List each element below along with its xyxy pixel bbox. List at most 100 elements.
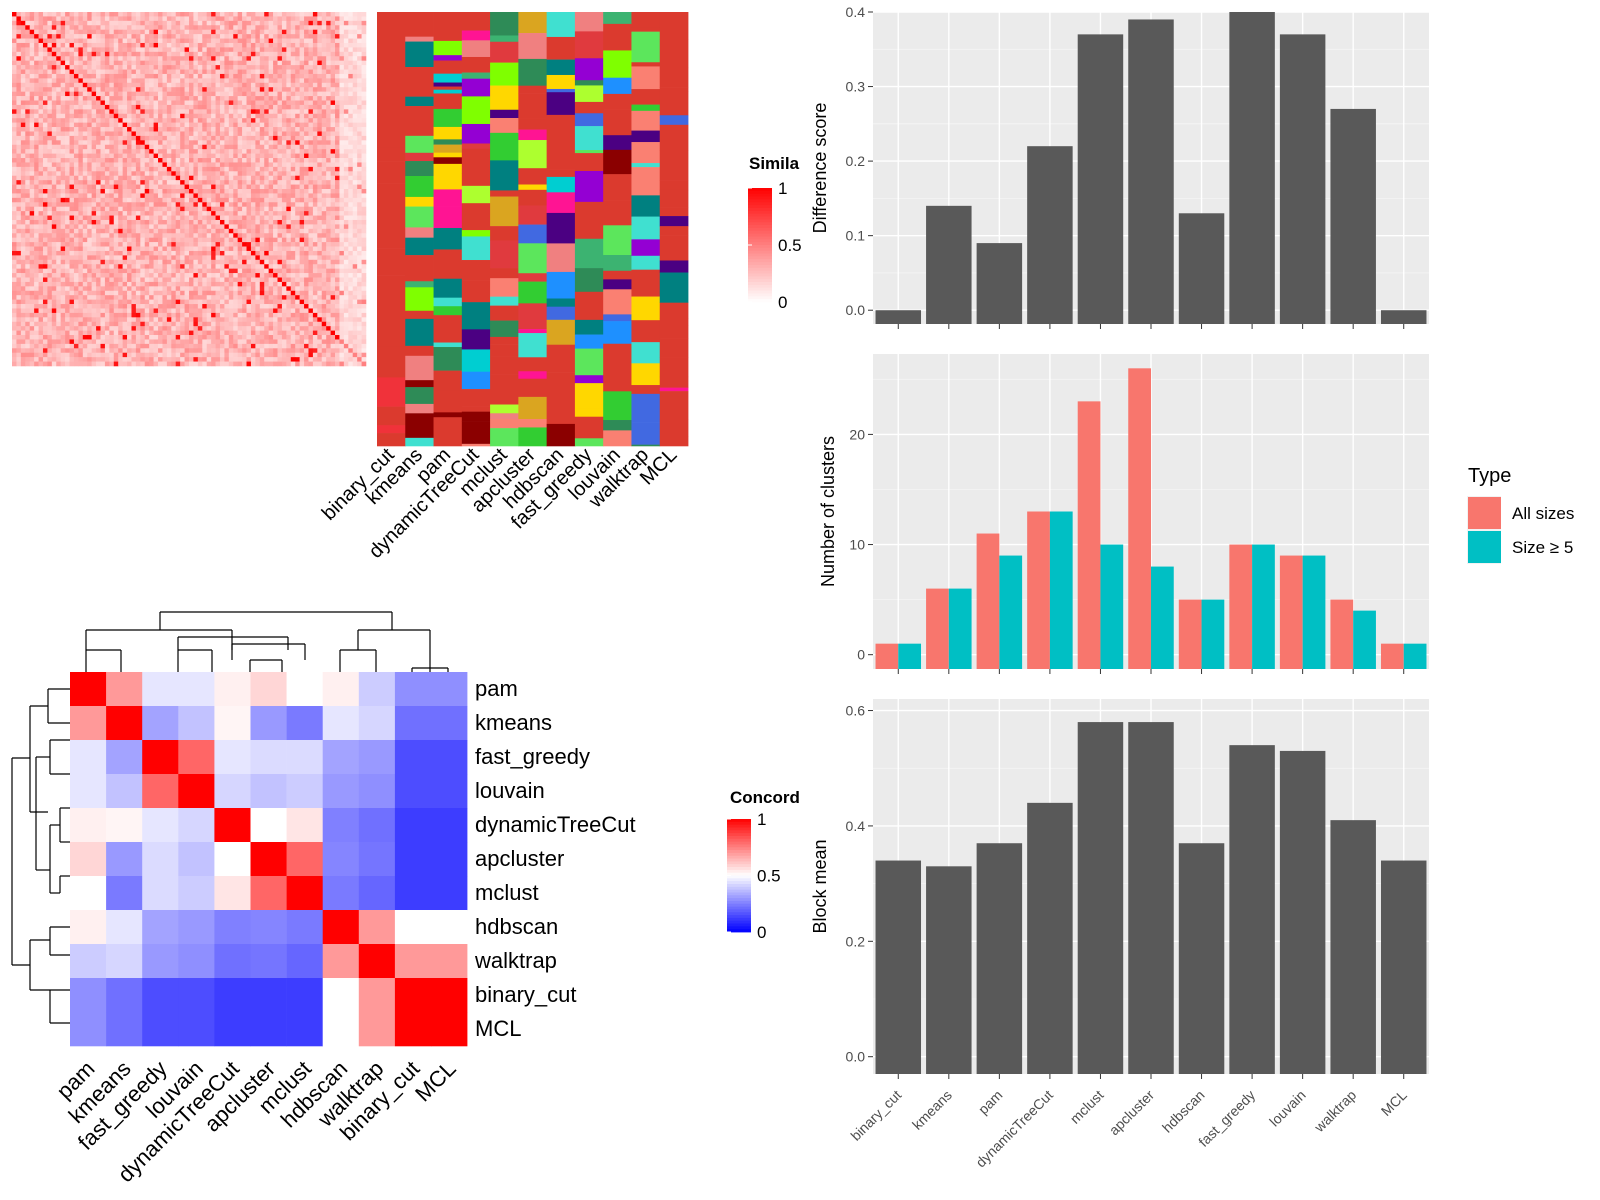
similarity-cell <box>273 100 278 106</box>
similarity-cell <box>56 69 61 75</box>
similarity-cell <box>109 135 115 141</box>
similarity-cell <box>255 87 261 92</box>
similarity-cell <box>175 171 181 177</box>
similarity-cell <box>211 91 216 97</box>
similarity-cell <box>149 42 154 48</box>
similarity-cell <box>295 135 300 141</box>
similarity-cell <box>96 100 101 106</box>
similarity-cell <box>219 140 225 146</box>
similarity-cell <box>184 47 190 53</box>
similarity-cell <box>246 255 252 261</box>
similarity-cell <box>290 100 296 106</box>
similarity-cell <box>175 153 181 159</box>
similarity-cell <box>42 96 48 101</box>
similarity-cell <box>180 250 185 256</box>
similarity-cell <box>175 25 181 30</box>
similarity-cell <box>237 144 243 150</box>
similarity-cell <box>38 34 44 39</box>
similarity-cell <box>304 131 309 137</box>
similarity-cell <box>73 144 79 150</box>
similarity-cell <box>219 246 225 252</box>
similarity-cell <box>38 237 44 243</box>
similarity-cell <box>34 166 39 172</box>
similarity-cell <box>42 122 48 128</box>
similarity-cell <box>122 158 128 163</box>
similarity-cell <box>259 104 265 110</box>
similarity-cell <box>29 118 35 123</box>
similarity-cell <box>290 131 296 137</box>
similarity-cell <box>281 131 287 137</box>
similarity-cell <box>171 56 177 61</box>
similarity-cell <box>109 158 115 163</box>
similarity-cell <box>357 277 362 283</box>
similarity-cell <box>321 65 327 70</box>
similarity-cell <box>140 237 146 243</box>
similarity-cell <box>242 189 247 194</box>
similarity-cell <box>73 268 79 274</box>
similarity-cell <box>113 206 119 212</box>
similarity-cell <box>131 135 137 141</box>
similarity-cell <box>109 42 115 48</box>
similarity-cell <box>78 149 84 154</box>
similarity-cell <box>304 211 309 216</box>
similarity-cell <box>109 277 115 283</box>
similarity-cell <box>215 140 221 146</box>
similarity-cell <box>255 42 261 48</box>
similarity-cell <box>171 268 177 274</box>
similarity-cell <box>166 237 172 243</box>
similarity-cell <box>264 118 269 123</box>
similarity-cell <box>12 87 17 92</box>
similarity-cell <box>219 255 225 261</box>
similarity-cell <box>180 166 185 172</box>
similarity-cell <box>73 104 79 110</box>
similarity-cell <box>78 73 84 79</box>
similarity-cell <box>339 242 345 247</box>
similarity-cell <box>20 91 26 97</box>
similarity-cell <box>343 162 349 168</box>
similarity-cell <box>42 286 48 292</box>
similarity-cell <box>233 60 238 66</box>
similarity-cell <box>12 96 17 101</box>
similarity-cell <box>153 96 159 101</box>
similarity-cell <box>140 255 146 261</box>
similarity-cell <box>131 153 137 159</box>
similarity-cell <box>87 100 92 106</box>
similarity-cell <box>96 202 101 207</box>
similarity-cell <box>308 20 314 26</box>
similarity-cell <box>250 65 256 70</box>
similarity-cell <box>335 38 340 44</box>
similarity-cell <box>228 25 234 30</box>
similarity-cell <box>193 171 199 177</box>
similarity-cell <box>317 78 323 84</box>
similarity-cell <box>348 158 354 163</box>
similarity-cell <box>149 16 154 22</box>
similarity-cell <box>215 259 221 265</box>
similarity-cell <box>357 264 362 269</box>
similarity-cell <box>189 255 194 261</box>
similarity-cell <box>286 140 292 146</box>
similarity-cell <box>34 277 39 283</box>
similarity-cell <box>20 268 26 274</box>
similarity-cell <box>277 215 283 221</box>
similarity-cell <box>348 34 354 39</box>
similarity-cell <box>25 109 30 115</box>
similarity-cell <box>343 34 349 39</box>
similarity-cell <box>144 281 150 287</box>
similarity-cell <box>16 219 22 225</box>
similarity-cell <box>184 224 190 230</box>
similarity-cell <box>73 135 79 141</box>
similarity-cell <box>304 215 309 221</box>
similarity-cell <box>104 224 110 230</box>
similarity-cell <box>242 162 247 168</box>
similarity-cell <box>339 281 345 287</box>
similarity-cell <box>317 242 323 247</box>
similarity-cell <box>144 140 150 146</box>
similarity-cell <box>127 202 132 207</box>
similarity-cell <box>171 202 177 207</box>
similarity-cell <box>12 20 17 26</box>
similarity-cell <box>158 131 163 137</box>
similarity-cell <box>51 228 57 234</box>
similarity-cell <box>259 158 265 163</box>
similarity-cell <box>233 87 238 92</box>
similarity-cell <box>295 113 300 119</box>
